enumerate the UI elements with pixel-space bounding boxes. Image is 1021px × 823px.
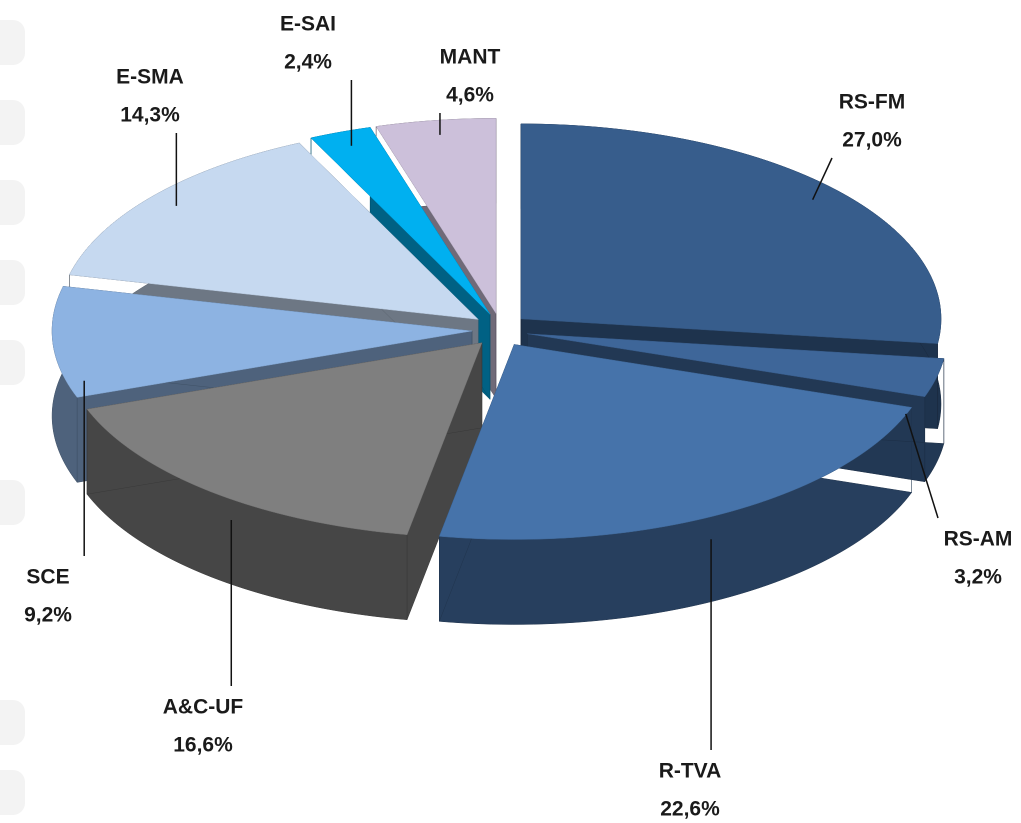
slice [86,342,483,535]
labels: RS-FM 27,0% RS-AM 3,2% R-TVA 22,6% A&C-UF 16,6%… [24,13,1012,821]
slice [375,118,497,315]
value-label: 16,6% [173,734,233,757]
category-label: MANT [440,46,501,69]
value-label: 9,2% [24,604,72,627]
slice [310,127,491,315]
slice [438,344,913,540]
category-label: RS-FM [839,91,906,114]
slice [520,123,942,344]
category-label: SCE [26,566,69,589]
leader-line [811,157,833,201]
category-label: A&C-UF [163,696,244,719]
leader-line [905,413,939,519]
category-label: R-TVA [659,760,722,783]
value-label: 27,0% [842,129,902,152]
value-label: 3,2% [954,566,1002,589]
category-label: E-SAI [280,13,336,36]
value-label: 4,6% [446,84,494,107]
slice [527,333,945,398]
category-label: RS-AM [944,528,1013,551]
slice [69,142,479,320]
slice-tops [51,118,945,540]
background-decoration [0,20,25,815]
slice [51,286,473,398]
value-label: 14,3% [120,104,180,127]
category-label: E-SMA [116,66,184,89]
value-label: 22,6% [660,798,720,821]
value-label: 2,4% [284,51,332,74]
